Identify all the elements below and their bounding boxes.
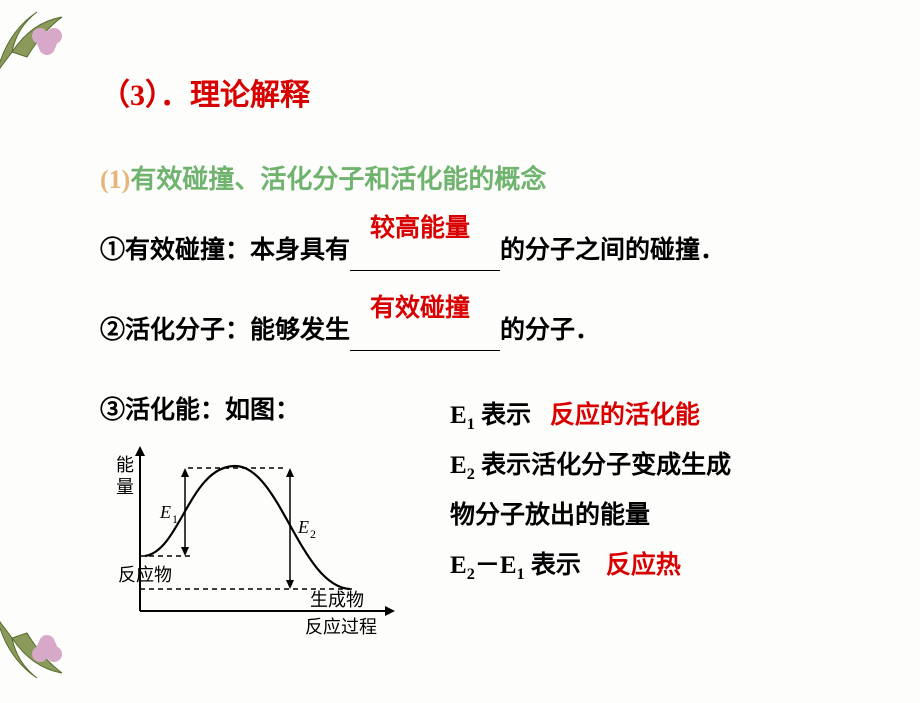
item-1: ①有效碰撞：本身具有较高能量的分子之间的碰撞． [100,231,920,271]
r2-e: E [450,452,467,479]
subhead-text: 有效碰撞、活化分子和活化能的概念 [130,165,546,194]
item2-before: ②活化分子：能够发生 [100,317,350,344]
r-line1: E1 表示 反应的活化能 [450,391,920,441]
r1-ans: 反应的活化能 [550,402,700,429]
item-3-right: E1 表示 反应的活化能 E2 表示活化分子变成生成 物分子放出的能量 E2－E… [450,391,920,591]
ylabel-top: 能 [116,455,134,475]
r1-txt: 表示 [475,402,531,429]
e1-sub: 1 [172,512,178,526]
item3-label: ③活化能：如图： [100,391,410,431]
e2-label: E [297,517,309,537]
r1-e: E [450,402,467,429]
decor-corner-top-left [0,0,82,82]
r4-sub1: 1 [517,565,525,583]
e1-label: E [159,502,171,522]
reactant-label: 反应物 [118,565,172,585]
r4-ans: 反应热 [606,552,681,579]
r4-txt: 表示 [525,552,581,579]
decor-corner-bottom-left [0,608,82,698]
item1-after: 的分子之间的碰撞． [500,237,725,264]
slide-content: （3）．理论解释 (1)有效碰撞、活化分子和活化能的概念 ①有效碰撞：本身具有较… [100,70,920,646]
e2-sub: 2 [310,527,316,541]
r4-minus: －E [475,552,517,579]
item-2: ②活化分子：能够发生有效碰撞的分子． [100,311,920,351]
item2-fill: 有效碰撞 [370,289,470,329]
r2-sub: 2 [467,465,475,483]
r-line3: 物分子放出的能量 [450,491,920,541]
item1-before: ①有效碰撞：本身具有 [100,237,350,264]
r4-e2: E [450,552,467,579]
r4-sub2: 2 [467,565,475,583]
subhead-num: (1) [100,165,130,194]
item2-after: 的分子． [500,317,600,344]
item2-blank: 有效碰撞 [350,321,500,351]
r-line2: E2 表示活化分子变成生成 [450,441,920,491]
item-3-left: ③活化能：如图： [100,391,410,646]
sub-heading: (1)有效碰撞、活化分子和活化能的概念 [100,159,920,196]
energy-diagram-svg: 能 量 E 1 E 2 反应物 生成物 反应过程 [110,441,410,641]
item1-blank: 较高能量 [350,241,500,271]
ylabel-bot: 量 [116,477,134,497]
r1-sub: 1 [467,415,475,433]
item-3-row: ③活化能：如图： [100,391,920,646]
product-label: 生成物 [310,590,364,610]
xlabel: 反应过程 [305,617,377,637]
energy-diagram: 能 量 E 1 E 2 反应物 生成物 反应过程 [110,441,410,646]
r2-txt: 表示活化分子变成生成 [475,452,731,479]
item1-fill: 较高能量 [370,209,470,249]
r-line4: E2－E1 表示 反应热 [450,541,920,591]
section-heading: （3）．理论解释 [100,70,920,114]
